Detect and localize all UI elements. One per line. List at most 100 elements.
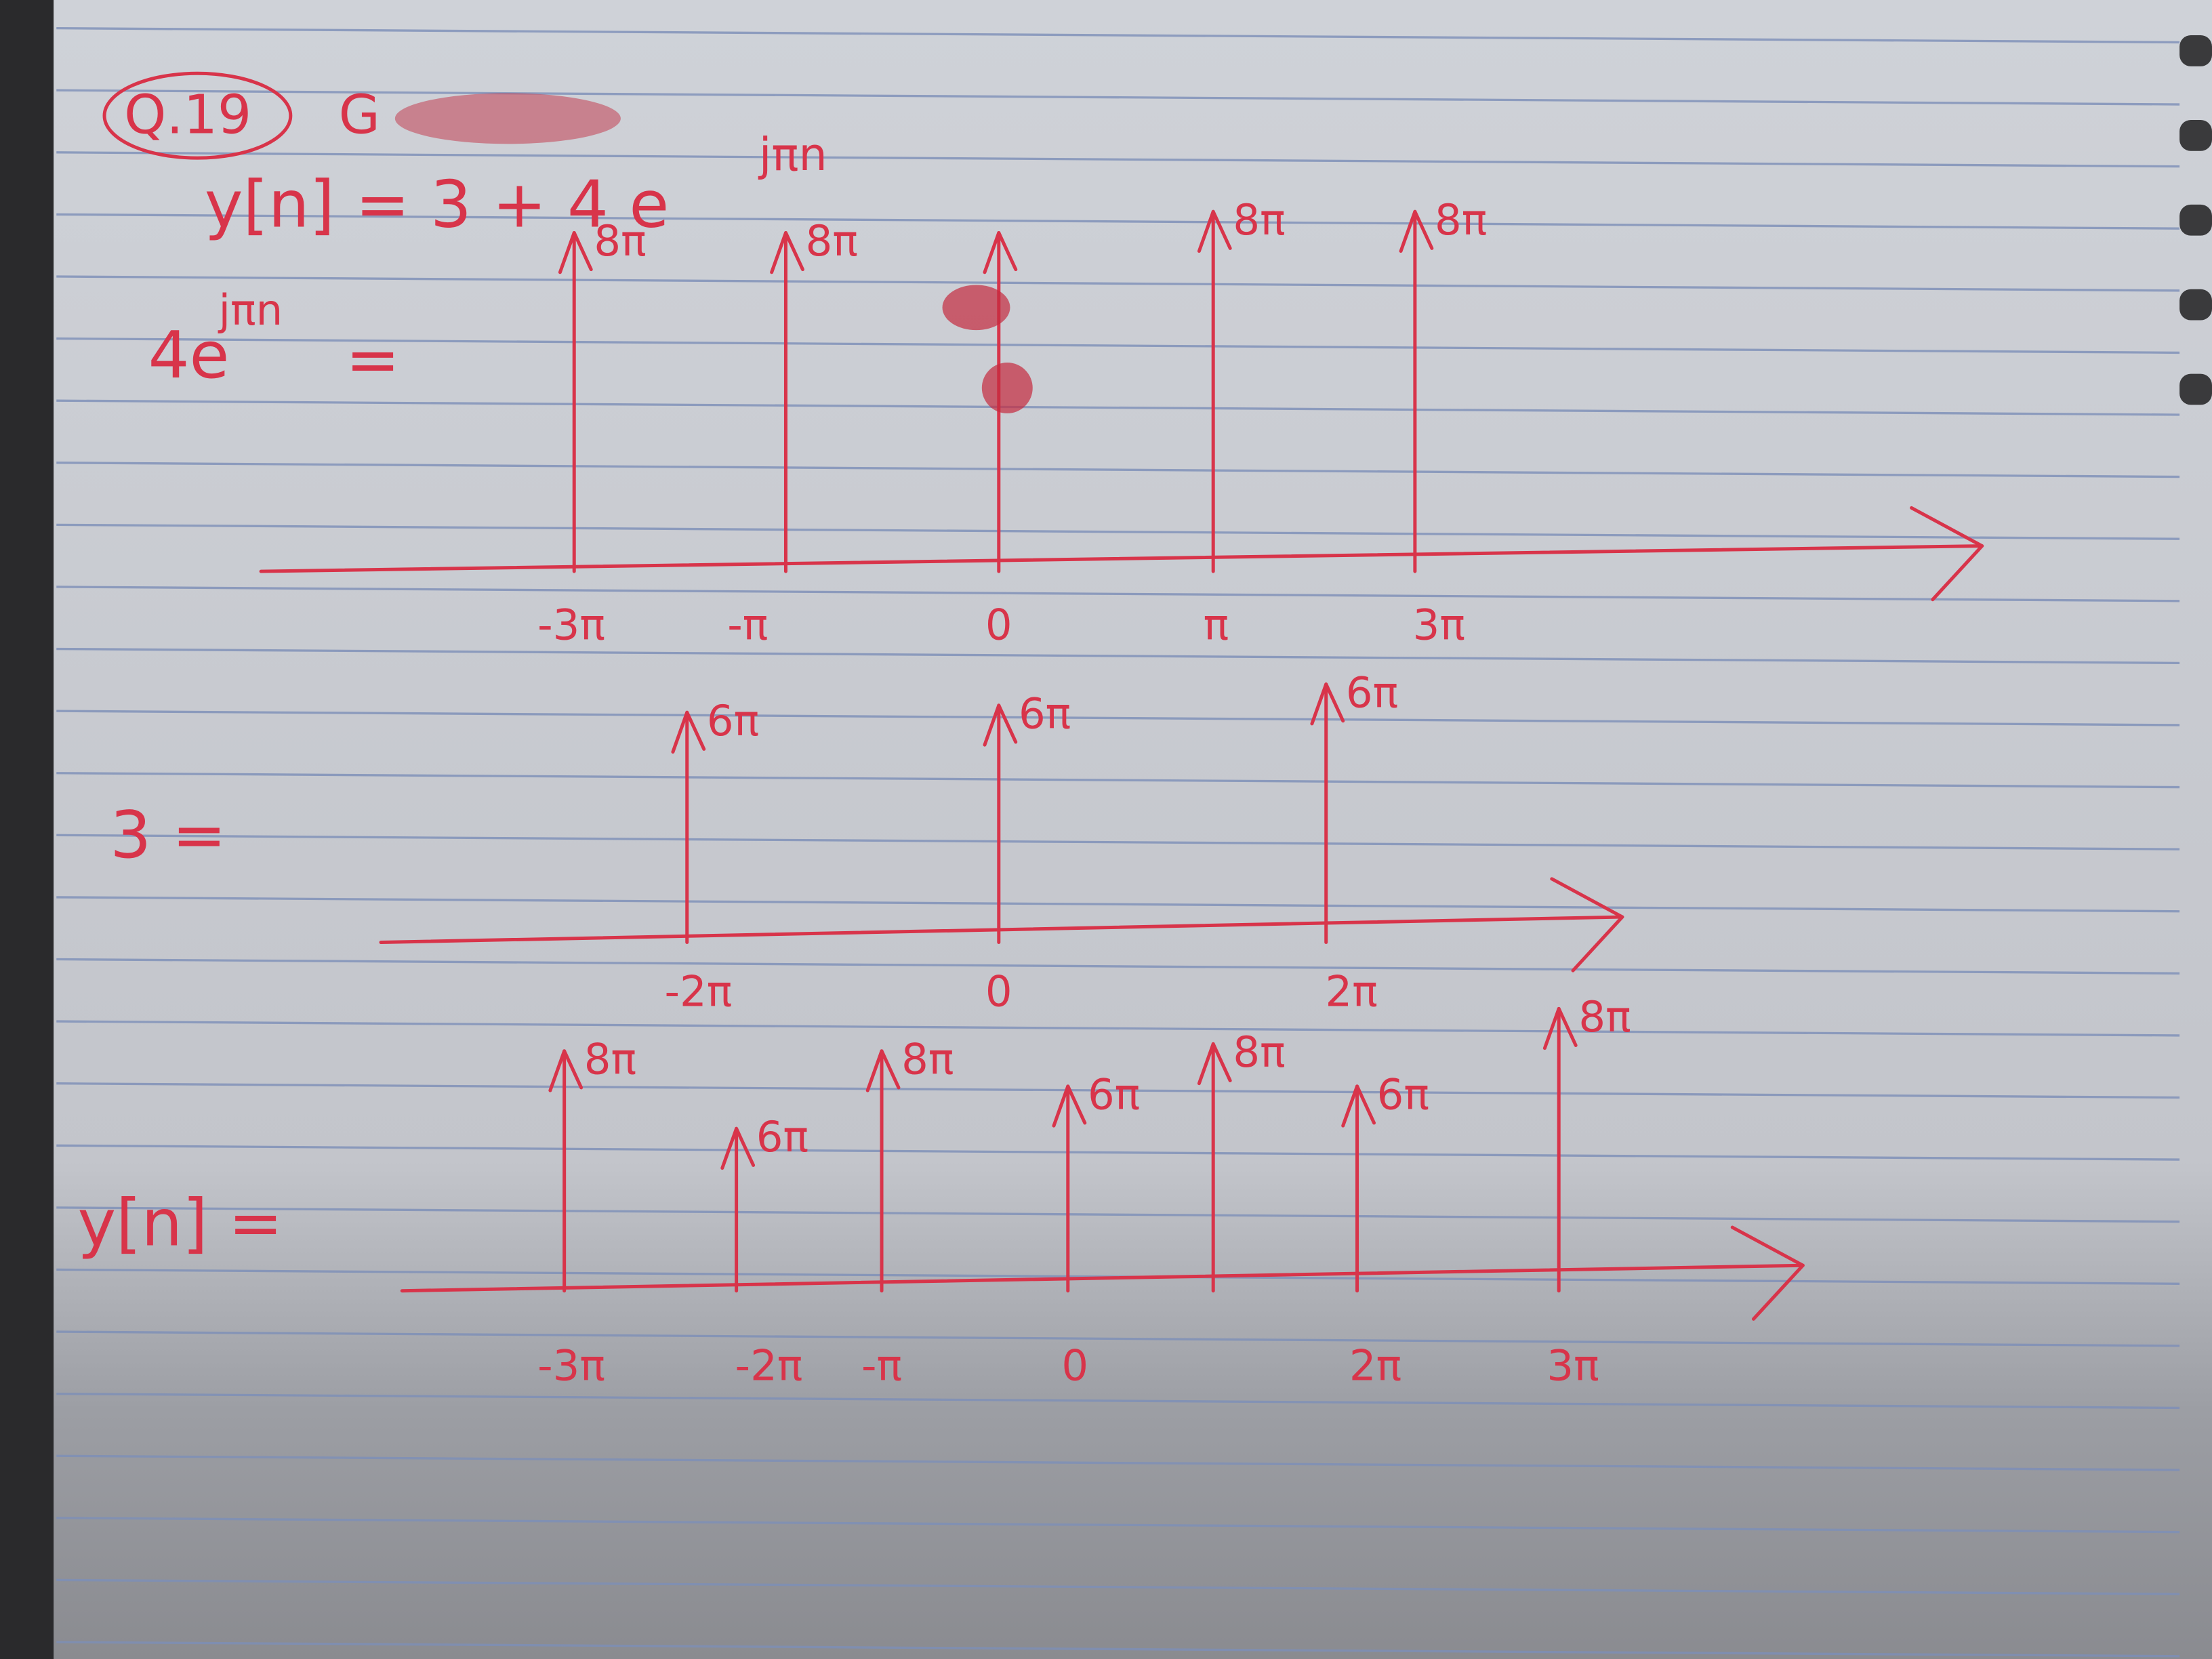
rule-line [56,399,2180,416]
rule-line [56,213,2180,230]
rule-line [56,89,2180,106]
rule-line [56,834,2180,851]
rule-line [56,586,2180,602]
axis [400,1263,1805,1293]
rule-line [56,710,2180,726]
rule-line [56,647,2180,665]
tick-label: -2π [735,1340,803,1390]
impulse-label: 6π [707,696,759,745]
impulse-label: 8π [584,1035,636,1084]
plot-label: 4e [148,317,230,393]
rule-line [56,26,2180,44]
rule-line [56,772,2180,789]
impulse-arrowhead [770,230,804,274]
axis-arrowhead [1910,506,1984,602]
impulse-plot: 3 = 6π 6π 6π -2π 0 2π [110,668,1624,1017]
ruled-lines [56,26,2180,1658]
tick-label: 3π [1547,1340,1599,1390]
plot-label: 3 = [110,797,226,873]
impulse-label: 8π [806,216,858,266]
scribbled-impulse [942,230,1033,573]
impulse-arrowhead [1310,682,1345,726]
rule-line [56,1517,2180,1534]
impulse-label: 8π [1578,992,1631,1042]
impulse-arrowhead [1542,1006,1578,1050]
scribbled-word: G [339,83,380,146]
plot-label-exponent: jπn [218,285,283,335]
tick-label: -3π [537,1340,605,1390]
scribble [942,285,1010,331]
plot-label-tail: = [346,321,400,397]
rule-line [56,1578,2180,1595]
rule-line [56,151,2180,168]
tick-label: -2π [664,967,732,1017]
rule-line [56,337,2180,354]
impulse-arrowhead [1052,1084,1087,1128]
axis-arrowhead [1730,1225,1805,1321]
impulse-arrowhead [671,710,706,754]
tick-label: -3π [537,600,605,649]
question-circle [102,71,293,160]
equation: y[n] = 3 + 4 e [205,166,669,242]
rule-line [56,275,2180,292]
spiral-holes [2179,35,2212,405]
impulse-arrowhead [548,1049,583,1092]
impulse-label: 8π [594,216,646,266]
impulse-arrowhead [558,230,593,274]
scribble [394,93,621,144]
rule-line [56,1020,2180,1037]
impulse-label: 6π [1346,668,1398,717]
tick-label: 0 [1061,1340,1088,1390]
axis-arrowhead [1550,877,1624,972]
impulse-label: 6π [1088,1070,1140,1120]
tick-label: 2π [1326,967,1378,1017]
hole [2179,119,2212,151]
impulse-label: 8π [1233,1027,1285,1077]
scribble [981,362,1033,413]
impulse-label: 6π [756,1112,808,1162]
impulse-arrowhead [983,230,1018,274]
rule-line [56,523,2180,540]
tick-label: -π [861,1340,902,1390]
rule-line [56,1144,2180,1161]
impulse-arrowhead [720,1126,756,1170]
equation-exponent: jπn [758,128,827,181]
tick-label: -π [727,600,768,649]
tick-label: π [1204,600,1229,649]
impulse-label: 8π [1233,195,1285,245]
hole [2179,204,2212,236]
rule-line [56,1641,2180,1658]
hole [2179,289,2212,321]
rule-line [56,462,2180,478]
plot-label: y[n] = [77,1185,283,1261]
impulse-arrowhead [1197,1042,1232,1086]
tick-label: 2π [1349,1340,1401,1390]
page-edge [0,0,54,1659]
rule-line [56,1454,2180,1471]
impulse-label: 6π [1019,689,1071,739]
impulse-arrowhead [865,1049,901,1092]
impulse-arrowhead [1197,209,1232,253]
axis [259,544,1984,573]
tick-label: 0 [985,967,1012,1017]
rule-line [56,896,2180,913]
impulse-label: 8π [901,1035,954,1084]
impulse-arrowhead [1399,209,1434,253]
tick-label: 0 [985,600,1012,649]
tick-label: 3π [1413,600,1465,649]
hole [2179,35,2212,66]
rule-line [56,1330,2180,1347]
rule-line [56,1392,2180,1410]
impulse-label: 8π [1435,195,1487,245]
rule-line [56,1206,2180,1223]
impulse-label: 6π [1377,1070,1429,1120]
question-number: Q.19 [124,83,251,146]
rule-line [56,958,2180,975]
rule-line [56,1082,2180,1099]
impulse-arrowhead [983,703,1018,747]
hole [2179,373,2212,405]
